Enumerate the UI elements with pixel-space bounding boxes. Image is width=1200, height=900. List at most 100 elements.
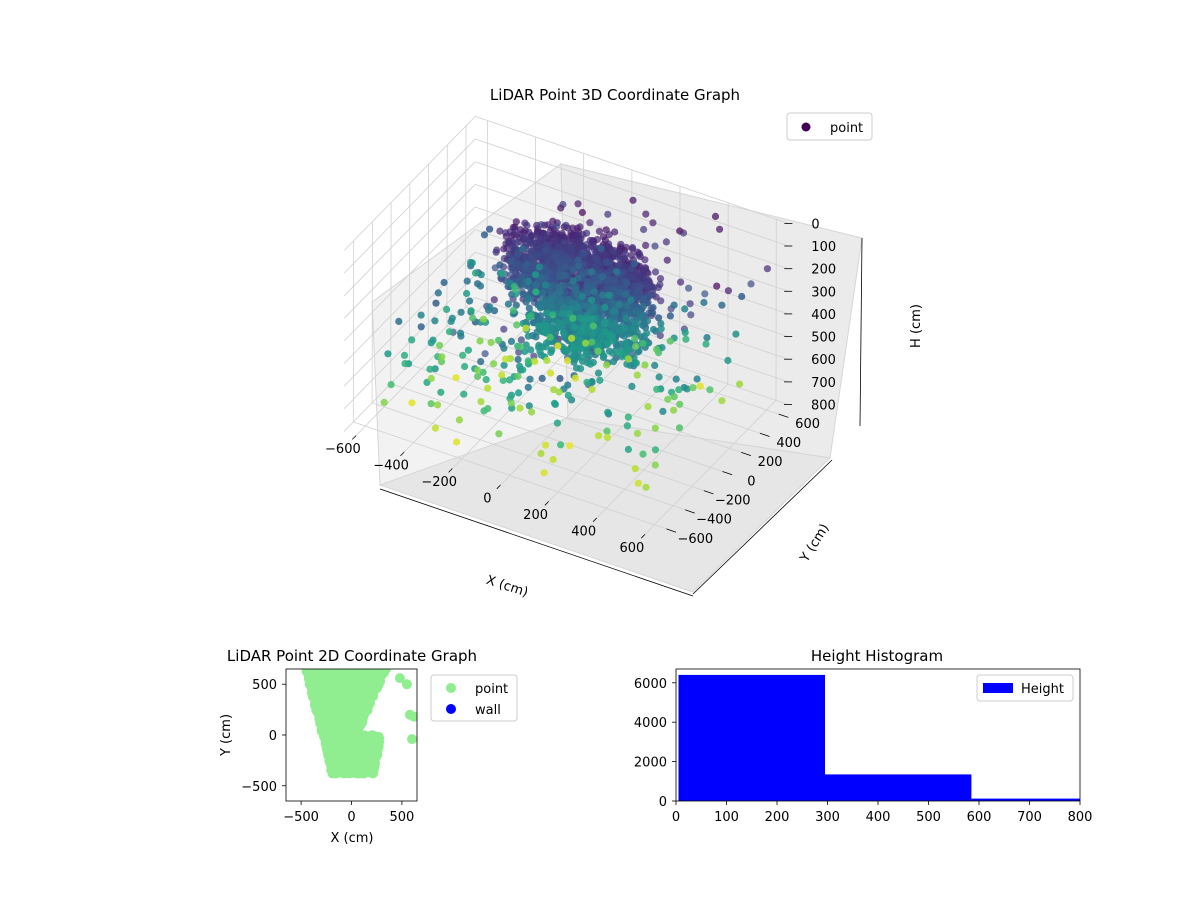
point-marker [479, 315, 488, 323]
point-marker [747, 280, 755, 288]
point-marker [560, 238, 568, 246]
point-marker [554, 342, 562, 350]
legend-hist-swatch [983, 683, 1013, 693]
point-marker [495, 430, 503, 438]
point-marker [498, 371, 506, 379]
point-marker [539, 236, 548, 244]
z-tick-label: 700 [811, 376, 836, 391]
point-marker [632, 342, 640, 351]
point-marker-2d [312, 681, 323, 692]
point-marker-2d [361, 758, 372, 769]
point-marker [384, 350, 392, 358]
x-ticks: −600 −400 −200 0 200 400 600 [325, 435, 646, 556]
y-tick-label: −400 [696, 513, 732, 528]
point-marker-2d [319, 714, 330, 725]
point-marker [706, 386, 714, 394]
point-marker-2d [373, 680, 384, 690]
point-marker [522, 324, 530, 332]
grid-line [475, 161, 789, 270]
point-marker [537, 449, 545, 458]
point-marker [559, 282, 568, 290]
point-marker [507, 399, 515, 407]
point-marker [380, 398, 388, 406]
grid-line [475, 116, 789, 224]
point-marker [601, 318, 609, 326]
point-marker [493, 246, 501, 254]
point-marker [639, 302, 648, 310]
point-marker [550, 386, 558, 394]
point-marker [557, 441, 565, 449]
point-marker [664, 395, 672, 403]
point-marker-2d [409, 711, 417, 722]
point-marker [575, 262, 583, 270]
point-marker [517, 336, 525, 344]
x-tick-mark [448, 468, 453, 473]
x-tick-label: 0 [483, 491, 491, 506]
point-marker [543, 356, 551, 364]
point-marker [642, 241, 650, 249]
point-marker [604, 210, 612, 218]
point-marker [666, 312, 675, 320]
point-marker [559, 244, 568, 252]
point-marker [443, 305, 451, 313]
point-marker [560, 304, 568, 312]
point-marker [561, 271, 569, 279]
x-tick-label: −400 [373, 459, 409, 474]
point-marker [524, 357, 532, 365]
x-tick-mark [496, 484, 501, 490]
point-marker [511, 225, 519, 234]
point-marker [732, 330, 740, 338]
point-marker [506, 376, 514, 384]
point-marker [547, 369, 555, 377]
point-marker-2d [333, 766, 344, 777]
point-marker [599, 233, 608, 241]
point-marker [611, 307, 619, 315]
point-marker [662, 238, 671, 246]
point-marker [615, 249, 623, 257]
point-marker [554, 242, 562, 251]
point-marker-2d [401, 679, 412, 690]
point-marker [480, 231, 489, 239]
point-marker [559, 200, 567, 209]
point-marker [547, 302, 555, 310]
point-marker [486, 225, 494, 233]
point-marker [610, 285, 618, 293]
point-marker [657, 319, 665, 328]
point-marker [640, 266, 648, 275]
point-marker [583, 241, 591, 249]
grid-line [343, 184, 476, 319]
point-marker [615, 349, 624, 357]
point-marker [528, 408, 536, 416]
point-marker [551, 231, 559, 239]
z-tick-label: 400 [811, 308, 836, 323]
point-marker [718, 397, 726, 405]
y-tick-label-2d: 500 [252, 678, 277, 693]
point-marker [499, 376, 507, 384]
legend-3d-frame [786, 112, 873, 141]
point-marker [682, 335, 690, 343]
point-marker [592, 256, 600, 264]
legend-3d-marker [801, 122, 811, 132]
point-marker [588, 268, 596, 276]
point-marker [524, 277, 533, 285]
grid-line [409, 364, 723, 472]
point-marker [679, 229, 688, 237]
point-marker-2d [356, 734, 367, 745]
grid-line [344, 138, 476, 274]
ticks-2d: −500 0 500 500 0 −500 [241, 678, 414, 825]
point-marker-2d [327, 690, 338, 701]
grid-line [475, 138, 789, 247]
point-marker [616, 288, 624, 297]
point-marker [575, 238, 583, 246]
point-marker [763, 265, 772, 273]
point-marker [469, 314, 477, 322]
point-marker [604, 408, 612, 416]
point-marker [505, 238, 513, 246]
point-marker [535, 263, 543, 271]
point-marker [693, 375, 701, 383]
point-marker [724, 356, 732, 365]
point-marker [609, 247, 618, 255]
point-marker [586, 219, 594, 227]
point-marker [574, 256, 582, 264]
y-tick-mark [759, 432, 770, 437]
